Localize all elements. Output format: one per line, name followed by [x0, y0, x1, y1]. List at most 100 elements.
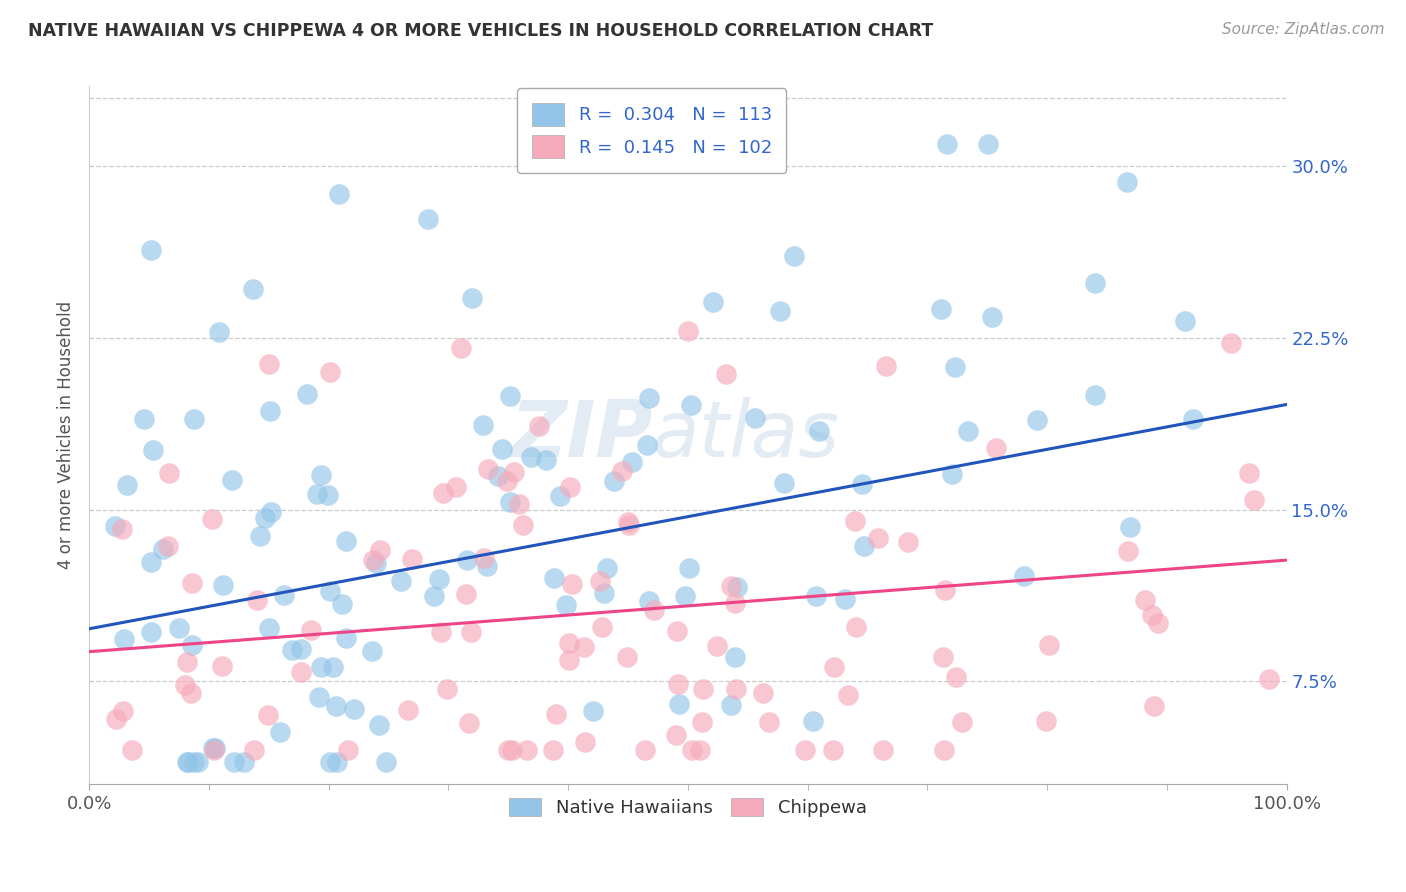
- Point: [157, 539, 180, 553]
- Point: [643, 603, 665, 617]
- Point: [204, 741, 226, 756]
- Point: [311, 660, 333, 674]
- Point: [174, 678, 197, 692]
- Point: [591, 620, 613, 634]
- Point: [837, 688, 859, 702]
- Point: [803, 714, 825, 728]
- Point: [717, 153, 740, 167]
- Point: [934, 583, 956, 598]
- Point: [242, 282, 264, 296]
- Point: [259, 621, 281, 635]
- Point: [572, 640, 595, 655]
- Point: [1119, 520, 1142, 534]
- Point: [187, 755, 209, 769]
- Point: [121, 743, 143, 757]
- Point: [668, 697, 690, 711]
- Point: [673, 589, 696, 603]
- Point: [181, 575, 204, 590]
- Point: [456, 552, 478, 566]
- Point: [536, 453, 558, 467]
- Point: [201, 740, 224, 755]
- Point: [367, 718, 389, 732]
- Point: [461, 291, 484, 305]
- Text: Source: ZipAtlas.com: Source: ZipAtlas.com: [1222, 22, 1385, 37]
- Point: [368, 542, 391, 557]
- Point: [616, 515, 638, 529]
- Point: [558, 652, 581, 666]
- Point: [337, 743, 360, 757]
- Point: [589, 574, 612, 588]
- Point: [319, 365, 342, 379]
- Point: [328, 186, 350, 201]
- Point: [636, 437, 658, 451]
- Point: [299, 623, 322, 637]
- Point: [544, 707, 567, 722]
- Point: [499, 389, 522, 403]
- Point: [1133, 593, 1156, 607]
- Point: [335, 533, 357, 548]
- Point: [491, 442, 513, 457]
- Point: [446, 479, 468, 493]
- Point: [211, 659, 233, 673]
- Point: [269, 725, 291, 739]
- Point: [432, 486, 454, 500]
- Point: [496, 743, 519, 757]
- Point: [744, 410, 766, 425]
- Point: [112, 632, 135, 646]
- Point: [456, 587, 478, 601]
- Point: [1084, 276, 1107, 290]
- Point: [512, 518, 534, 533]
- Point: [1140, 607, 1163, 622]
- Point: [499, 495, 522, 509]
- Point: [555, 598, 578, 612]
- Point: [1219, 336, 1241, 351]
- Point: [758, 714, 780, 729]
- Point: [665, 727, 688, 741]
- Point: [273, 588, 295, 602]
- Point: [361, 643, 384, 657]
- Point: [804, 590, 827, 604]
- Point: [396, 703, 419, 717]
- Point: [1143, 698, 1166, 713]
- Point: [560, 577, 582, 591]
- Point: [326, 755, 349, 769]
- Point: [808, 424, 831, 438]
- Text: atlas: atlas: [652, 398, 839, 474]
- Point: [724, 596, 747, 610]
- Point: [243, 743, 266, 757]
- Point: [1237, 467, 1260, 481]
- Point: [212, 578, 235, 592]
- Text: ZIP: ZIP: [509, 398, 652, 474]
- Point: [319, 584, 342, 599]
- Point: [596, 560, 619, 574]
- Point: [678, 560, 700, 574]
- Point: [977, 136, 1000, 151]
- Point: [508, 497, 530, 511]
- Point: [852, 539, 875, 553]
- Point: [956, 424, 979, 438]
- Point: [725, 580, 748, 594]
- Point: [519, 450, 541, 464]
- Point: [950, 714, 973, 729]
- Point: [681, 743, 703, 757]
- Point: [582, 704, 605, 718]
- Point: [201, 512, 224, 526]
- Point: [603, 474, 626, 488]
- Point: [330, 597, 353, 611]
- Point: [943, 359, 966, 374]
- Point: [176, 655, 198, 669]
- Point: [529, 419, 551, 434]
- Point: [253, 511, 276, 525]
- Point: [458, 715, 481, 730]
- Point: [593, 586, 616, 600]
- Point: [932, 743, 955, 757]
- Point: [543, 743, 565, 757]
- Point: [794, 743, 817, 757]
- Point: [981, 310, 1004, 325]
- Point: [558, 635, 581, 649]
- Y-axis label: 4 or more Vehicles in Household: 4 or more Vehicles in Household: [58, 301, 75, 569]
- Point: [834, 591, 856, 606]
- Point: [896, 534, 918, 549]
- Point: [503, 466, 526, 480]
- Legend: Native Hawaiians, Chippewa: Native Hawaiians, Chippewa: [502, 790, 875, 824]
